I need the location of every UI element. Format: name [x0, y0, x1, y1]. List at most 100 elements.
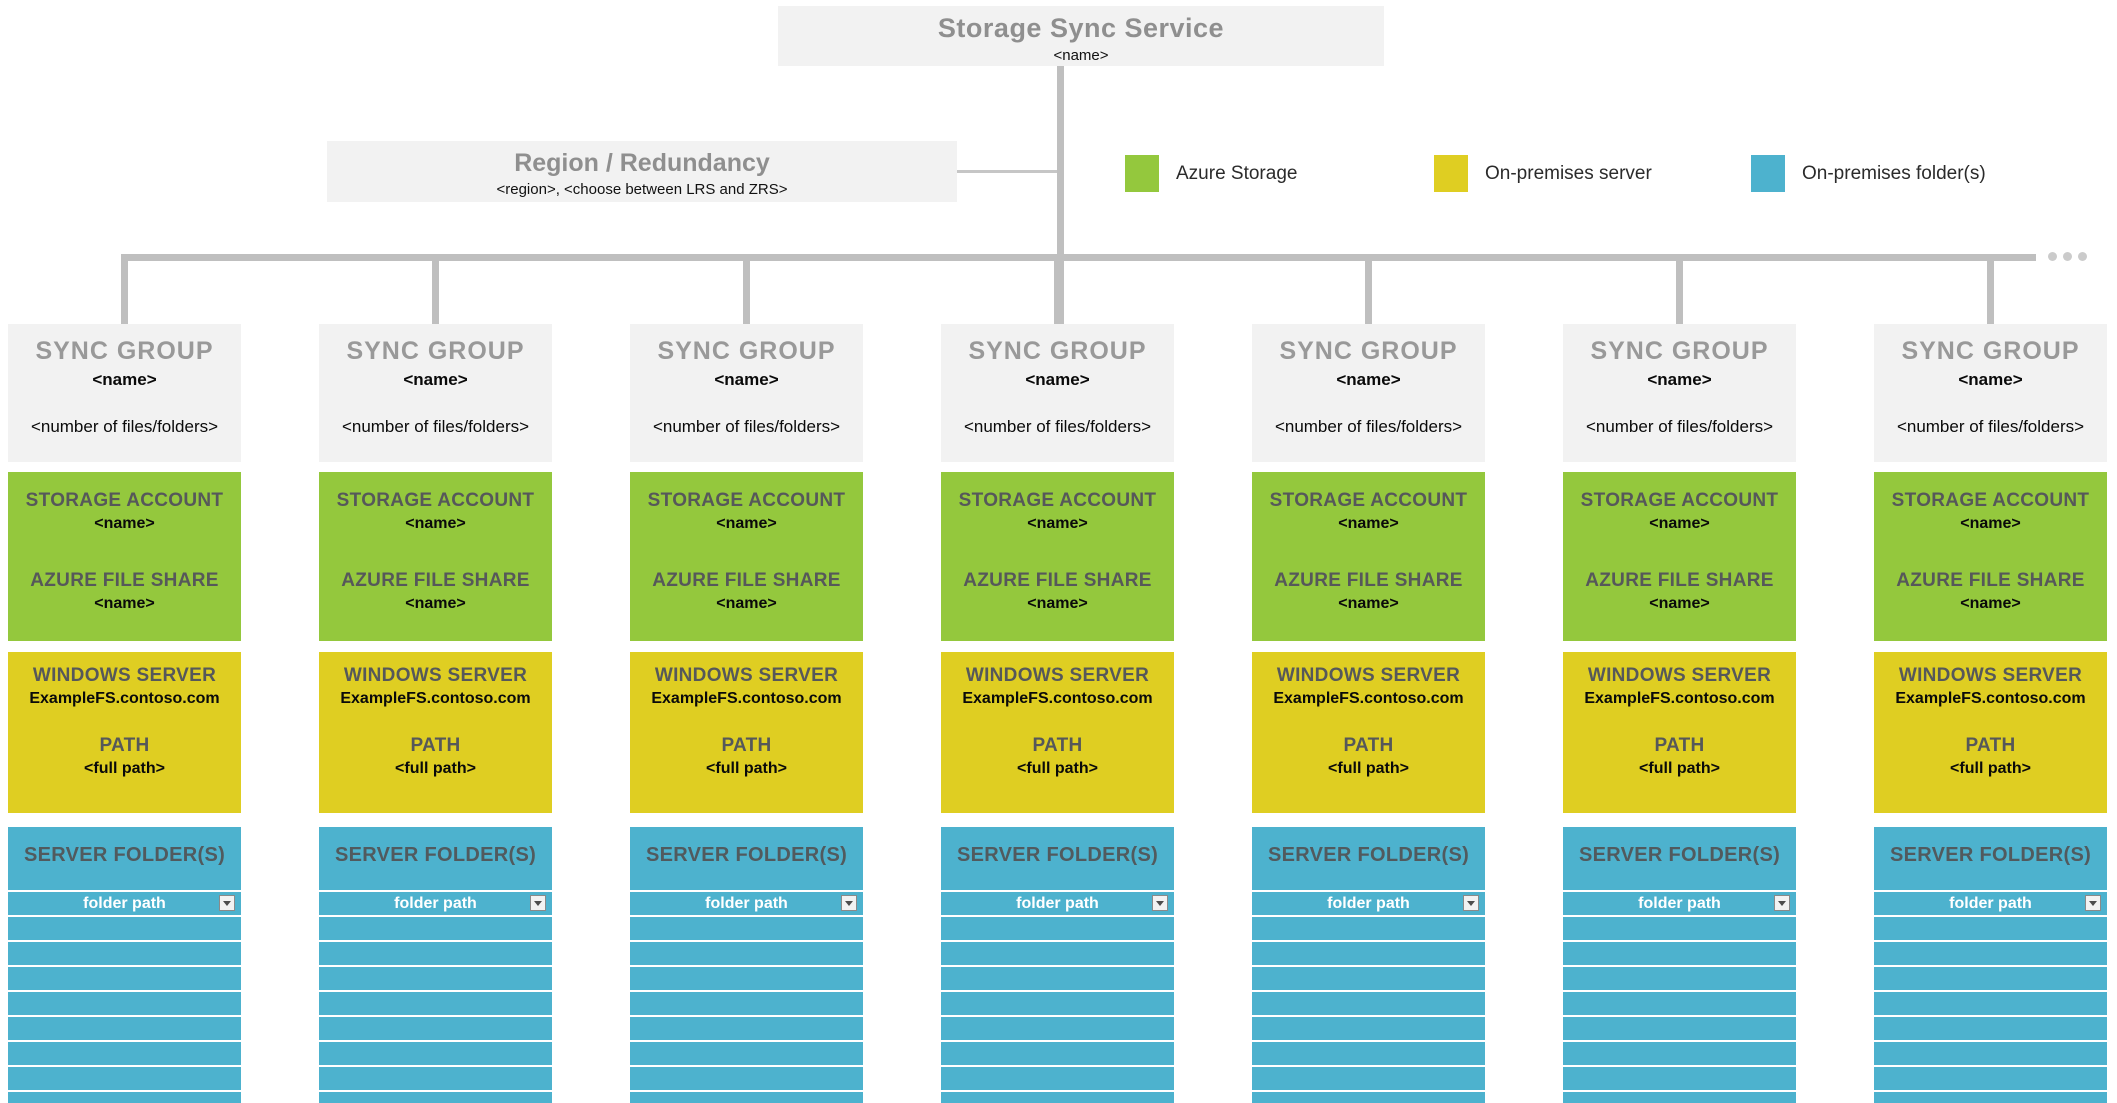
folder-path-cell[interactable]: folder path — [1563, 890, 1796, 917]
dropdown-button[interactable] — [1774, 895, 1790, 911]
storage-account-name: <name> — [1338, 515, 1399, 532]
sync-group-box: SYNC GROUP <name> <number of files/folde… — [1874, 324, 2107, 462]
sync-group-name: <name> — [1647, 370, 1712, 389]
folder-path-cell[interactable]: folder path — [1874, 890, 2107, 917]
chevron-down-icon — [1778, 900, 1786, 906]
dropdown-button[interactable] — [1463, 895, 1479, 911]
azure-storage-box: STORAGE ACCOUNT <name> AZURE FILE SHARE … — [1874, 472, 2107, 641]
on-premises-folders-swatch-icon — [1751, 155, 1785, 192]
sync-group-box: SYNC GROUP <name> <number of files/folde… — [1563, 324, 1796, 462]
windows-server-host: ExampleFS.contoso.com — [1273, 690, 1464, 707]
windows-server-host: ExampleFS.contoso.com — [962, 690, 1153, 707]
empty-folder-row — [941, 1042, 1174, 1067]
sync-group-connector-drop — [121, 254, 128, 325]
azure-storage-box: STORAGE ACCOUNT <name> AZURE FILE SHARE … — [319, 472, 552, 641]
empty-folder-rows — [1252, 917, 1485, 1103]
sync-group-title: SYNC GROUP — [346, 337, 525, 365]
dropdown-button[interactable] — [2085, 895, 2101, 911]
empty-folder-row — [319, 1042, 552, 1067]
azure-file-share-name: <name> — [1960, 595, 2021, 612]
empty-folder-row — [1252, 1092, 1485, 1103]
folder-path-value: folder path — [1949, 895, 2032, 912]
windows-server-title: WINDOWS SERVER — [1898, 665, 2083, 686]
empty-folder-row — [941, 942, 1174, 967]
empty-folder-row — [1252, 1042, 1485, 1067]
empty-folder-row — [630, 1042, 863, 1067]
dropdown-button[interactable] — [1152, 895, 1168, 911]
legend-item-on-premises-server: On-premises server — [1434, 155, 1652, 192]
sync-group-title: SYNC GROUP — [968, 337, 1147, 365]
windows-server-host: ExampleFS.contoso.com — [340, 690, 531, 707]
sync-group-connector-drop — [1365, 254, 1372, 325]
azure-file-share-title: AZURE FILE SHARE — [341, 570, 530, 591]
empty-folder-row — [1874, 942, 2107, 967]
sync-group-connector-drop — [743, 254, 750, 325]
azure-storage-box: STORAGE ACCOUNT <name> AZURE FILE SHARE … — [8, 472, 241, 641]
dropdown-button[interactable] — [530, 895, 546, 911]
azure-storage-box: STORAGE ACCOUNT <name> AZURE FILE SHARE … — [1563, 472, 1796, 641]
windows-server-host: ExampleFS.contoso.com — [1584, 690, 1775, 707]
path-value: <full path> — [1950, 760, 2031, 777]
sync-group-connector-drop — [1054, 254, 1061, 325]
path-title: PATH — [1654, 735, 1705, 756]
empty-folder-row — [319, 967, 552, 992]
sync-group-name: <name> — [403, 370, 468, 389]
windows-server-host: ExampleFS.contoso.com — [29, 690, 220, 707]
sync-group-column: SYNC GROUP <name> <number of files/folde… — [1874, 324, 2107, 1103]
chevron-down-icon — [223, 900, 231, 906]
folder-path-value: folder path — [1016, 895, 1099, 912]
server-folders-box: SERVER FOLDER(S) folder path — [941, 827, 1174, 1103]
empty-folder-row — [8, 1042, 241, 1067]
folder-path-cell[interactable]: folder path — [8, 890, 241, 917]
server-folders-title: SERVER FOLDER(S) — [1578, 844, 1781, 866]
empty-folder-row — [1874, 992, 2107, 1017]
server-folders-title: SERVER FOLDER(S) — [645, 844, 848, 866]
sync-group-column: SYNC GROUP <name> <number of files/folde… — [1252, 324, 1485, 1103]
folder-path-cell[interactable]: folder path — [630, 890, 863, 917]
dropdown-button[interactable] — [841, 895, 857, 911]
sync-group-box: SYNC GROUP <name> <number of files/folde… — [8, 324, 241, 462]
folder-path-value: folder path — [1327, 895, 1410, 912]
storage-account-name: <name> — [1027, 515, 1088, 532]
empty-folder-row — [1252, 1017, 1485, 1042]
folder-path-value: folder path — [1638, 895, 1721, 912]
empty-folder-rows — [1874, 917, 2107, 1103]
server-folders-title: SERVER FOLDER(S) — [1267, 844, 1470, 866]
empty-folder-row — [941, 967, 1174, 992]
windows-server-box: WINDOWS SERVER ExampleFS.contoso.com PAT… — [319, 652, 552, 813]
server-folders-box: SERVER FOLDER(S) folder path — [8, 827, 241, 1103]
sync-group-name: <name> — [92, 370, 157, 389]
folder-path-cell[interactable]: folder path — [941, 890, 1174, 917]
on-premises-server-swatch-icon — [1434, 155, 1468, 192]
azure-file-share-name: <name> — [1027, 595, 1088, 612]
storage-account-name: <name> — [405, 515, 466, 532]
storage-account-title: STORAGE ACCOUNT — [25, 490, 224, 511]
folder-path-cell[interactable]: folder path — [1252, 890, 1485, 917]
azure-file-share-title: AZURE FILE SHARE — [652, 570, 841, 591]
server-folders-title: SERVER FOLDER(S) — [956, 844, 1159, 866]
empty-folder-row — [319, 1017, 552, 1042]
path-title: PATH — [1343, 735, 1394, 756]
chevron-down-icon — [1467, 900, 1475, 906]
sync-group-title: SYNC GROUP — [657, 337, 836, 365]
empty-folder-rows — [319, 917, 552, 1103]
windows-server-box: WINDOWS SERVER ExampleFS.contoso.com PAT… — [1252, 652, 1485, 813]
empty-folder-row — [319, 917, 552, 942]
server-folders-box: SERVER FOLDER(S) folder path — [1874, 827, 2107, 1103]
azure-file-share-title: AZURE FILE SHARE — [1274, 570, 1463, 591]
folder-path-cell[interactable]: folder path — [319, 890, 552, 917]
sync-group-name: <name> — [1958, 370, 2023, 389]
region-redundancy-title: Region / Redundancy — [514, 149, 770, 177]
windows-server-box: WINDOWS SERVER ExampleFS.contoso.com PAT… — [941, 652, 1174, 813]
path-value: <full path> — [395, 760, 476, 777]
empty-folder-row — [630, 967, 863, 992]
storage-account-title: STORAGE ACCOUNT — [336, 490, 535, 511]
windows-server-title: WINDOWS SERVER — [343, 665, 528, 686]
sync-group-title: SYNC GROUP — [35, 337, 214, 365]
sync-group-title: SYNC GROUP — [1590, 337, 1769, 365]
azure-file-share-name: <name> — [94, 595, 155, 612]
azure-file-share-title: AZURE FILE SHARE — [30, 570, 219, 591]
sync-group-title: SYNC GROUP — [1901, 337, 2080, 365]
azure-file-share-title: AZURE FILE SHARE — [963, 570, 1152, 591]
dropdown-button[interactable] — [219, 895, 235, 911]
